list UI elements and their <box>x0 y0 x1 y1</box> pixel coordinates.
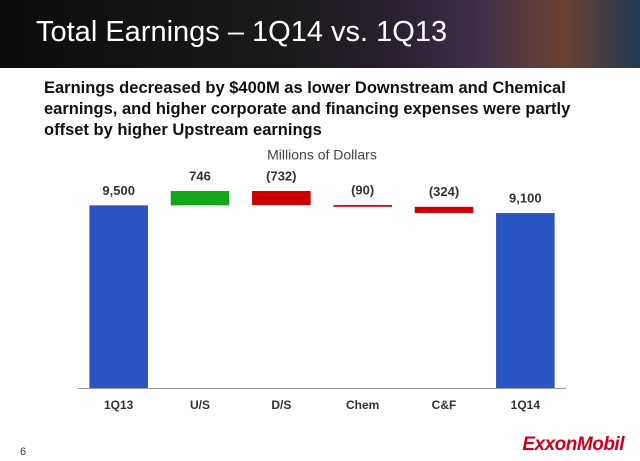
x-tick-label: Chem <box>346 398 379 412</box>
x-tick-label: C&F <box>432 398 457 412</box>
headline-line: earnings, and higher corporate and finan… <box>44 100 571 118</box>
headline-line: offset by higher Upstream earnings <box>44 121 322 139</box>
bar <box>170 191 230 206</box>
headline-line: Earnings decreased by $400M as lower Dow… <box>44 79 566 97</box>
value-label: (90) <box>351 183 374 198</box>
page-number: 6 <box>20 446 27 458</box>
value-label: 9,500 <box>102 183 135 198</box>
value-label: (732) <box>266 168 296 183</box>
x-tick-label: 1Q14 <box>511 398 541 412</box>
slide-title: Total Earnings – 1Q14 vs. 1Q13 <box>36 16 448 48</box>
bar <box>252 191 311 206</box>
x-tick-label: U/S <box>190 398 210 412</box>
headline: Earnings decreased by $400M as lower Dow… <box>44 78 570 141</box>
x-tick-label: D/S <box>271 398 291 412</box>
bar <box>333 205 392 207</box>
value-label: (324) <box>429 184 459 199</box>
value-label: 746 <box>189 168 211 183</box>
y-label: Millions of Dollars <box>267 147 377 163</box>
bar <box>496 213 555 388</box>
x-tick-label: 1Q13 <box>104 398 134 412</box>
value-label: 9,100 <box>509 190 542 205</box>
bar <box>89 205 148 388</box>
logo: ExxonMobil <box>522 434 624 455</box>
bar <box>414 206 474 214</box>
header: Total Earnings – 1Q14 vs. 1Q13 <box>0 0 640 68</box>
